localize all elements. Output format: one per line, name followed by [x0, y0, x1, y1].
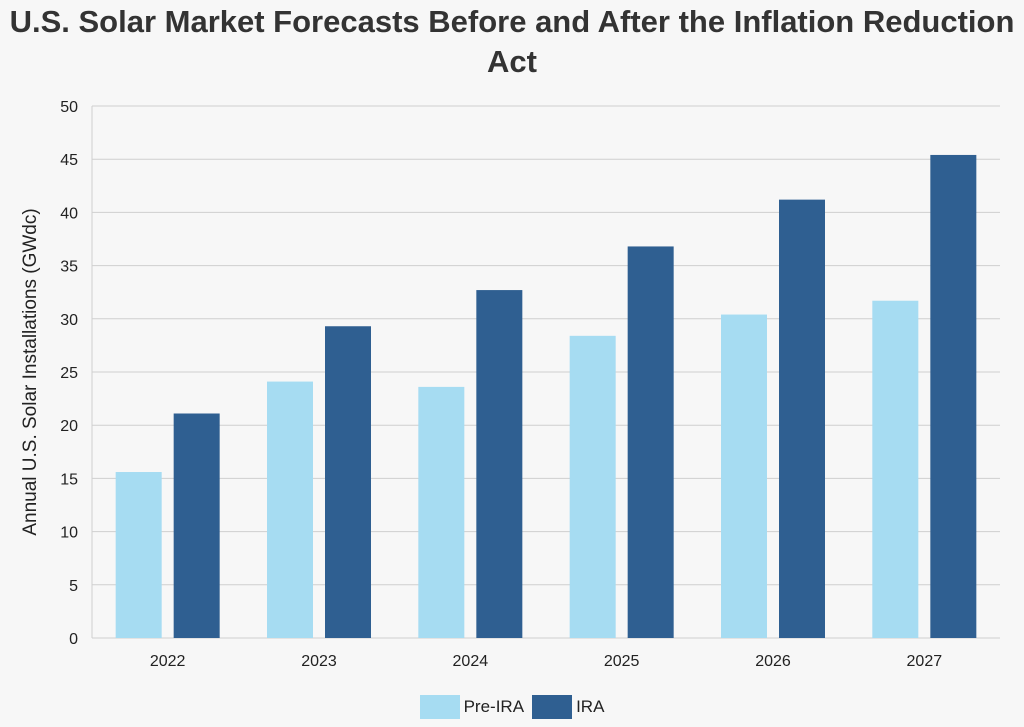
- y-tick-label-50: 50: [60, 99, 78, 116]
- x-tick-label-2026: 2026: [755, 653, 791, 670]
- bar-pre-ira-2023[interactable]: [267, 381, 313, 638]
- y-tick-label-30: 30: [60, 312, 78, 329]
- bar-pre-ira-2024[interactable]: [418, 386, 465, 638]
- bar-pre-ira-2025[interactable]: [569, 335, 616, 638]
- y-tick-label-15: 15: [60, 471, 78, 488]
- x-tick-label-2024: 2024: [453, 653, 489, 670]
- x-tick-label-2027: 2027: [907, 653, 943, 670]
- chart-title-line-1: U.S. Solar Market Forecasts Before and A…: [9, 4, 1015, 39]
- legend-swatch-pre-ira: [419, 695, 460, 719]
- y-tick-label-10: 10: [60, 525, 78, 542]
- x-tick-label-2023: 2023: [301, 653, 337, 670]
- y-tick-label-5: 5: [69, 578, 78, 595]
- y-axis-title: Annual U.S. Solar Installations (GWdc): [20, 208, 41, 535]
- y-tick-label-20: 20: [60, 418, 78, 435]
- bars: [115, 154, 977, 638]
- legend: Pre-IRA IRA: [0, 695, 1024, 719]
- y-tick-label-35: 35: [60, 259, 78, 276]
- y-tick-label-40: 40: [60, 205, 78, 222]
- legend-label-pre-ira: Pre-IRA: [463, 697, 525, 716]
- bar-ira-2027[interactable]: [930, 154, 977, 638]
- gridlines: [91, 105, 1000, 639]
- chart-title-line-2: Act: [487, 44, 537, 79]
- x-tick-label-2025: 2025: [604, 653, 640, 670]
- legend-label-ira: IRA: [576, 697, 605, 716]
- bar-ira-2025[interactable]: [627, 246, 674, 638]
- y-tick-label-25: 25: [60, 365, 78, 382]
- bar-pre-ira-2026[interactable]: [721, 314, 767, 638]
- x-tick-label-2022: 2022: [150, 653, 186, 670]
- y-tick-label-0: 0: [69, 631, 78, 648]
- legend-item-ira[interactable]: IRA: [532, 695, 604, 719]
- bar-ira-2026[interactable]: [779, 199, 825, 638]
- y-tick-label-45: 45: [60, 152, 78, 169]
- bar-ira-2024[interactable]: [476, 290, 523, 638]
- chart-title: U.S. Solar Market Forecasts Before and A…: [0, 2, 1024, 82]
- bar-ira-2023[interactable]: [325, 326, 371, 638]
- bar-pre-ira-2022[interactable]: [115, 472, 162, 638]
- bar-ira-2022[interactable]: [173, 413, 220, 638]
- bar-pre-ira-2027[interactable]: [872, 300, 919, 638]
- legend-item-pre-ira[interactable]: Pre-IRA: [419, 695, 525, 719]
- legend-swatch-ira: [532, 695, 573, 719]
